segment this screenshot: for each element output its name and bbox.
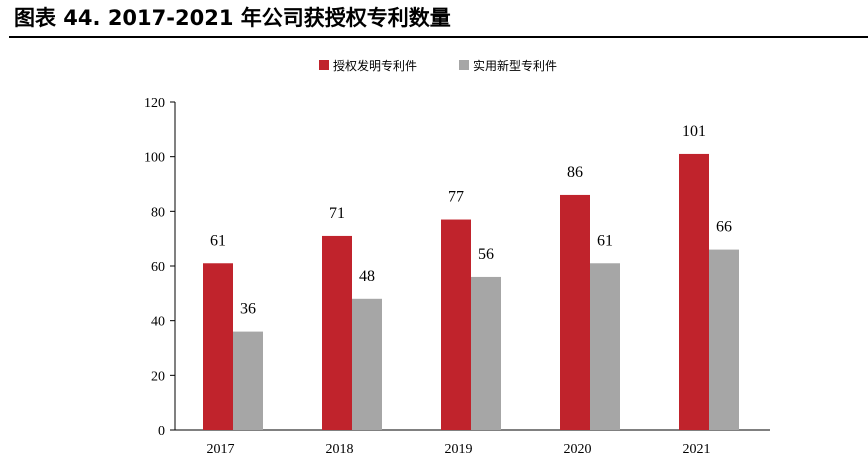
- bar-series2-2017: [233, 331, 263, 430]
- bar-series1-2017: [203, 263, 233, 430]
- bar-series1-2019: [441, 219, 471, 430]
- x-axis: 2017 2018 2019 2020 2021: [175, 429, 770, 457]
- x-tick-label: 2020: [564, 442, 592, 457]
- y-tick-label: 100: [144, 151, 165, 166]
- data-label-series2-2017: 36: [240, 301, 256, 318]
- x-tick-label: 2018: [326, 442, 354, 457]
- bar-series1-2021: [679, 153, 709, 430]
- legend-label-1: 授权发明专利件: [333, 58, 417, 73]
- data-label-series2-2018: 48: [359, 268, 375, 285]
- legend-swatch-1: [319, 60, 329, 70]
- data-label-series1-2017: 61: [210, 232, 226, 249]
- y-tick-label: 60: [151, 260, 165, 275]
- y-tick-label: 0: [158, 424, 165, 439]
- data-label-series1-2018: 71: [329, 205, 345, 222]
- data-label-series2-2021: 66: [716, 219, 732, 236]
- legend: 授权发明专利件 实用新型专利件: [319, 58, 557, 73]
- x-tick-label: 2017: [207, 442, 235, 457]
- legend-swatch-2: [459, 60, 469, 70]
- y-tick-label: 120: [144, 96, 165, 111]
- bar-series2-2020: [590, 263, 620, 430]
- y-tick-label: 80: [151, 205, 165, 220]
- data-label-series2-2019: 56: [478, 246, 494, 263]
- title-rule: [9, 36, 868, 38]
- bars: [203, 153, 739, 430]
- bar-series1-2020: [560, 194, 590, 430]
- legend-label-2: 实用新型专利件: [473, 58, 557, 73]
- figure-title: 图表 44. 2017-2021 年公司获授权专利数量: [14, 6, 451, 30]
- bar-series1-2018: [322, 235, 352, 430]
- x-tick-label: 2019: [445, 442, 473, 457]
- y-tick-label: 20: [151, 369, 165, 384]
- bar-series2-2019: [471, 276, 501, 430]
- bar-series2-2021: [709, 249, 739, 430]
- data-label-series1-2021: 101: [682, 123, 706, 140]
- data-label-series1-2020: 86: [567, 164, 583, 181]
- bar-series2-2018: [352, 298, 382, 430]
- y-tick-label: 40: [151, 315, 165, 330]
- data-labels: 61 71 77 86 101 36 48 56 61 66: [210, 123, 732, 318]
- x-tick-label: 2021: [683, 442, 711, 457]
- data-label-series1-2019: 77: [448, 189, 464, 206]
- data-label-series2-2020: 61: [597, 232, 613, 249]
- y-axis: 0 20 40 60 80 100 120: [144, 96, 176, 439]
